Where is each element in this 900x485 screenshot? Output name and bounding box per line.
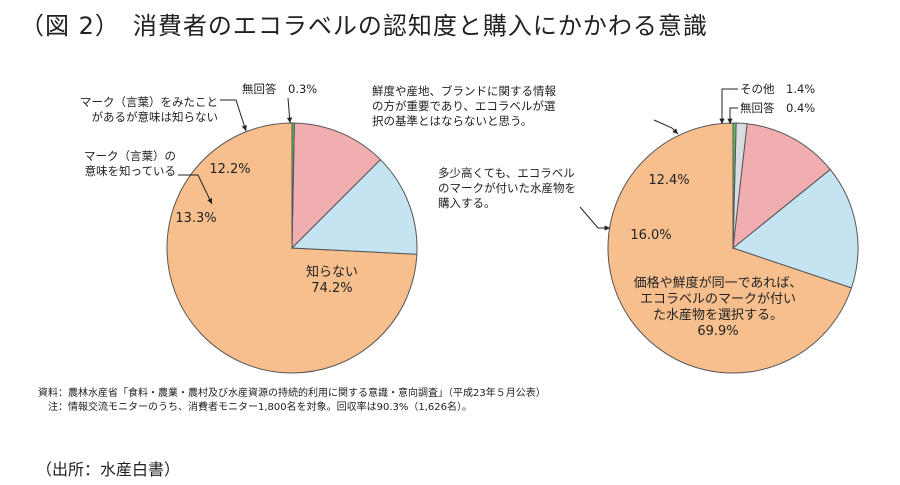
pie-slice: [291, 122, 382, 250]
leader-line: [579, 206, 610, 229]
pie-slice: [290, 158, 418, 255]
callout-label: 無回答 0.3%: [242, 82, 317, 96]
leader-arrow: [207, 198, 213, 204]
leader-line: [721, 88, 738, 124]
leader-arrow: [672, 128, 678, 134]
callout-label: 多少高くても、エコラベル: [438, 166, 575, 180]
callout-label: 択の基準とはならないと思う。: [372, 114, 532, 128]
callout-label: 鮮度や産地、ブランドに関する情報: [372, 84, 556, 98]
slice-label: 69.9%: [697, 324, 738, 339]
leader-arrow: [241, 125, 247, 131]
pie-slice: [731, 168, 859, 289]
slice-label: 12.4%: [648, 173, 689, 188]
pie-slice: [607, 122, 853, 374]
slice-label: た水産物を選択する。: [653, 307, 783, 323]
leader-arrow: [604, 225, 610, 231]
pie-chart-purchase-intent: 価格や鮮度が同一であれば、エコラベルのマークが付いた水産物を選択する。69.9%…: [372, 82, 859, 374]
callout-label: のマークが付いた水産物を: [438, 181, 576, 195]
callout-label: その他 1.4%: [740, 82, 815, 96]
leader-line: [220, 99, 247, 132]
leader-line: [178, 174, 213, 205]
slice-label: 12.2%: [209, 162, 250, 177]
pie-slice: [291, 122, 295, 249]
slice-label: エコラベルのマークが付い: [640, 292, 796, 307]
slice-label: 知らない: [306, 264, 358, 280]
slice-label: 16.0%: [630, 228, 671, 243]
page-title: （図 2） 消費者のエコラベルの認知度と購入にかかわる意識: [20, 12, 708, 40]
leader-arrow: [719, 118, 725, 124]
callout-label: 購入する。: [438, 196, 496, 210]
callout-label: 無回答 0.4%: [740, 101, 815, 115]
pie-slice: [732, 122, 737, 249]
footnote: 注：情報交流モニターのうち、消費者モニター1,800名を対象。回収率は90.3%…: [48, 402, 473, 413]
leader-arrow: [286, 117, 293, 123]
source-note: 資料：農林水産省「食料・農業・農村及び水産資源の持続的利用に関する意識・意向調査…: [38, 388, 546, 399]
slice-label: 74.2%: [311, 281, 352, 296]
callout-label: マーク（言葉）の: [84, 149, 176, 163]
citation: （出所：水産白書）: [36, 460, 181, 479]
slice-label: 価格や鮮度が同一であれば、: [634, 275, 803, 291]
leader-arrow: [727, 118, 733, 124]
callout-label: 意味を知っている: [85, 164, 176, 178]
pie-slice: [732, 123, 831, 250]
callout-label: マーク（言葉）をみたこと: [80, 95, 218, 109]
slice-label: 13.3%: [175, 211, 216, 226]
callout-label: があるが意味は知らない: [92, 110, 219, 124]
leader-line: [729, 107, 738, 124]
callout-label: の方が重要であり、エコラベルが選: [372, 99, 556, 113]
